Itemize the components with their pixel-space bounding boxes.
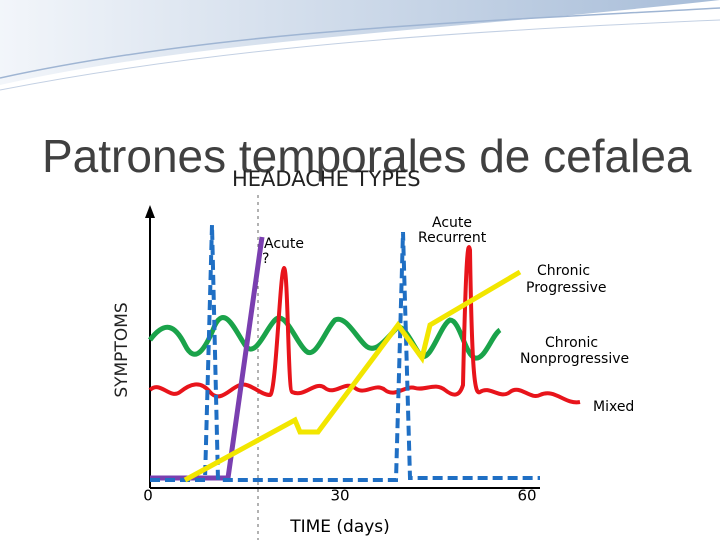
x-tick-label: 60	[517, 487, 536, 505]
curve-label: Recurrent	[418, 230, 487, 246]
x-axis-label: TIME (days)	[289, 517, 390, 537]
curve-label: Chronic	[537, 263, 590, 279]
curve-label: Nonprogressive	[520, 351, 629, 367]
acute-recurrent-curve	[150, 224, 540, 482]
header-line	[0, 19, 720, 91]
curve-label: Mixed	[593, 399, 634, 415]
x-tick-label: 0	[143, 487, 153, 505]
curve-label: Progressive	[526, 280, 607, 296]
curve-label: Acute	[264, 236, 304, 252]
curve-label: Chronic	[545, 335, 598, 351]
header-line	[0, 7, 720, 79]
header-swoosh	[0, 0, 720, 85]
curve-label: Acute	[432, 215, 472, 231]
y-axis-label: SYMPTOMS	[112, 302, 132, 397]
y-arrow	[145, 205, 155, 218]
curve-label: ?	[262, 251, 269, 267]
slide-title: Patrones temporales de cefalea	[42, 130, 692, 182]
x-tick-label: 30	[330, 487, 349, 505]
figure-title: HEADACHE TYPES	[232, 167, 421, 191]
chronic-nonprogressive-curve	[148, 315, 502, 361]
chronic-progressive-curve	[183, 269, 522, 483]
